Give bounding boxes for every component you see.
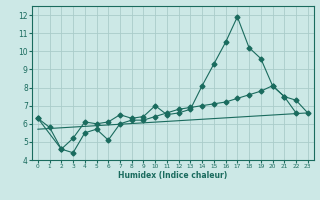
X-axis label: Humidex (Indice chaleur): Humidex (Indice chaleur) (118, 171, 228, 180)
